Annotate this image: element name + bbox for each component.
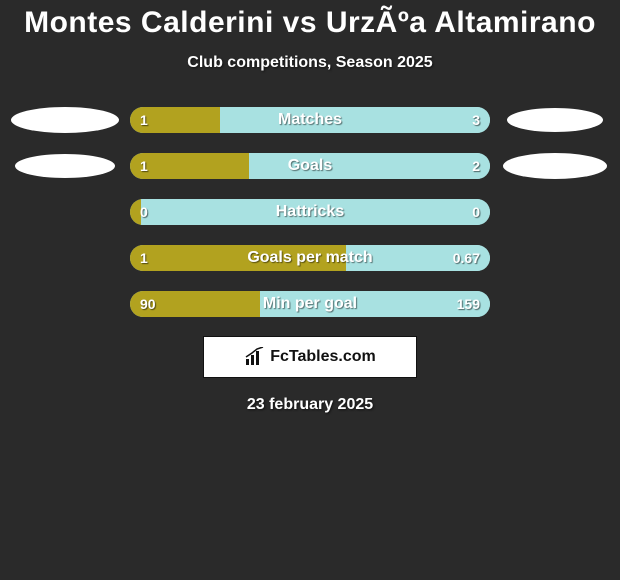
team-oval-icon	[11, 107, 119, 133]
stat-row: 00Hattricks	[0, 198, 620, 226]
right-team-marker	[490, 153, 620, 179]
team-oval-icon	[15, 154, 115, 178]
left-team-marker	[0, 154, 130, 178]
stat-row: 12Goals	[0, 152, 620, 180]
date: 23 february 2025	[0, 396, 620, 414]
stat-label: Min per goal	[130, 291, 490, 317]
stat-label: Goals	[130, 153, 490, 179]
stat-row: 10.67Goals per match	[0, 244, 620, 272]
left-team-marker	[0, 107, 130, 133]
brand-text: FcTables.com	[270, 348, 376, 366]
page-title: Montes Calderini vs UrzÃºa Altamirano	[0, 6, 620, 40]
stat-rows: 13Matches 12Goals 00Hattricks 10.67Goals pe…	[0, 106, 620, 318]
stat-label: Hattricks	[130, 199, 490, 225]
stat-row: 90159Min per goal	[0, 290, 620, 318]
stat-bar: 13Matches	[130, 107, 490, 133]
brand-box[interactable]: FcTables.com	[203, 336, 417, 378]
chart-icon	[244, 347, 266, 367]
stat-bar: 00Hattricks	[130, 199, 490, 225]
stat-label: Goals per match	[130, 245, 490, 271]
stat-row: 13Matches	[0, 106, 620, 134]
right-team-marker	[490, 108, 620, 132]
stat-bar: 12Goals	[130, 153, 490, 179]
comparison-infographic: Montes Calderini vs UrzÃºa Altamirano Cl…	[0, 0, 620, 414]
stat-bar: 90159Min per goal	[130, 291, 490, 317]
team-oval-icon	[507, 108, 603, 132]
team-oval-icon	[503, 153, 607, 179]
stat-label: Matches	[130, 107, 490, 133]
stat-bar: 10.67Goals per match	[130, 245, 490, 271]
subtitle: Club competitions, Season 2025	[0, 54, 620, 72]
